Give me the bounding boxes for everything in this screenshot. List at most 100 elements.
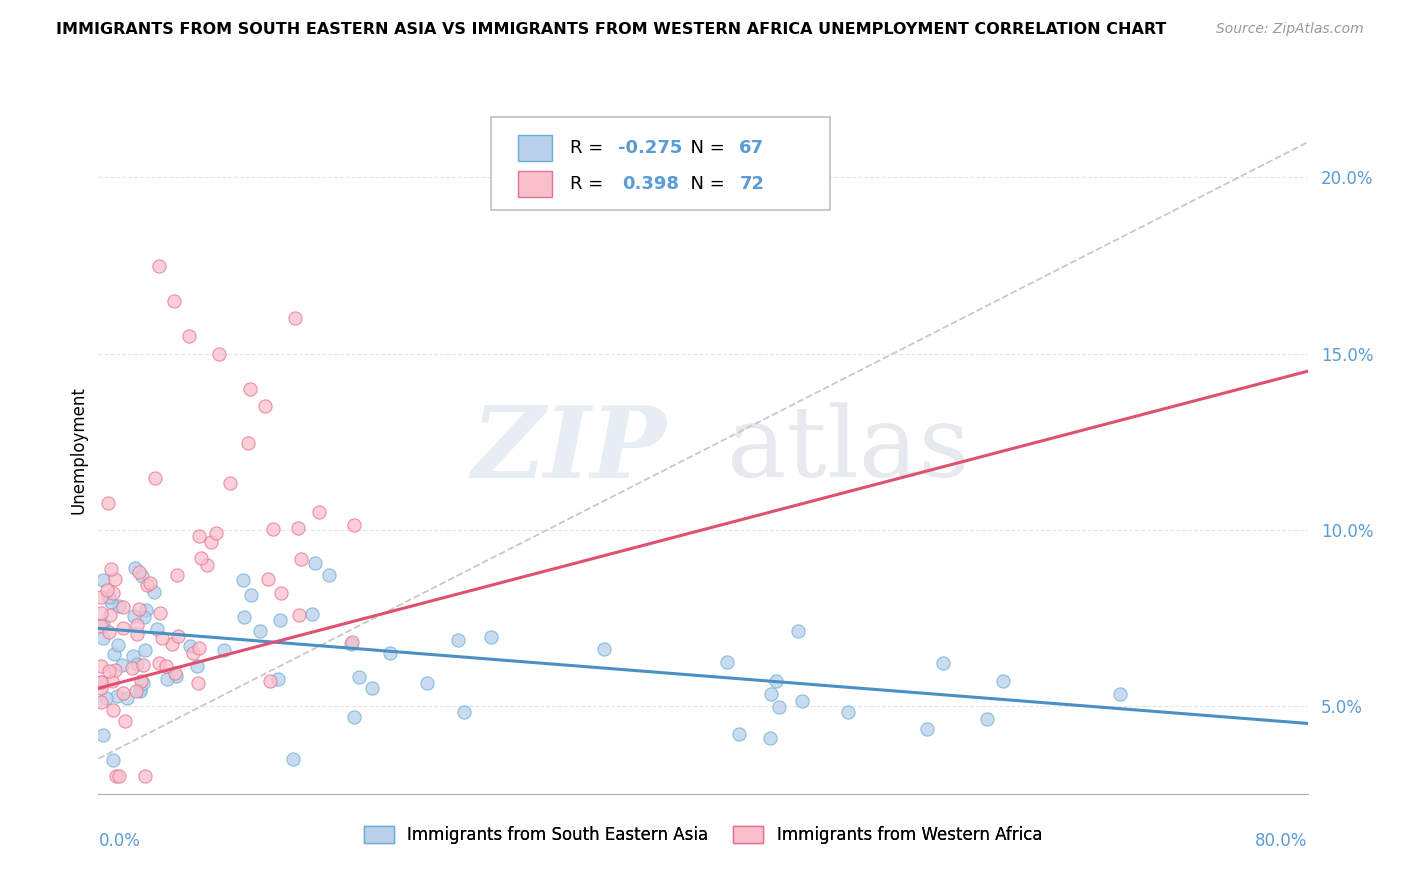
Point [792, 693, 814, 707]
Bar [517, 135, 551, 161]
Point [134, 769, 156, 783]
Point [165, 669, 187, 683]
Point [90, 681, 112, 695]
Point [768, 699, 790, 714]
Point [101, 703, 124, 717]
Text: -0.275: -0.275 [619, 138, 683, 157]
Point [103, 572, 125, 586]
Point [340, 635, 363, 649]
Point [132, 658, 155, 673]
Text: atlas: atlas [727, 402, 970, 499]
Point [122, 648, 145, 663]
Point [94, 691, 117, 706]
Text: R =: R = [569, 175, 614, 193]
Point [139, 576, 162, 591]
Point [128, 565, 150, 579]
Point [270, 586, 292, 600]
Point [205, 526, 228, 541]
Point [787, 624, 810, 639]
Text: IMMIGRANTS FROM SOUTH EASTERN ASIA VS IMMIGRANTS FROM WESTERN AFRICA UNEMPLOYMEN: IMMIGRANTS FROM SOUTH EASTERN ASIA VS IM… [56, 22, 1167, 37]
Point [145, 623, 167, 637]
Point [90, 675, 112, 690]
Point [105, 769, 128, 783]
Point [91, 728, 114, 742]
Point [103, 586, 125, 600]
Point [114, 714, 136, 728]
Point [360, 681, 382, 696]
Point [90, 695, 112, 709]
Point [100, 594, 122, 608]
Point [236, 435, 259, 450]
Point [122, 608, 145, 623]
Point [132, 609, 155, 624]
Y-axis label: Unemployment: Unemployment [69, 386, 87, 515]
Point [90, 674, 112, 689]
Point [343, 517, 366, 532]
Point [128, 602, 150, 616]
Point [187, 676, 209, 690]
Point [124, 561, 146, 575]
Point [257, 572, 280, 586]
Point [267, 672, 290, 686]
Point [129, 683, 152, 698]
Point [915, 722, 938, 736]
Bar [517, 171, 551, 197]
Point [111, 599, 134, 614]
Point [121, 661, 143, 675]
Point [105, 689, 128, 703]
Point [101, 753, 124, 767]
Point [301, 607, 323, 621]
Point [181, 646, 204, 660]
FancyBboxPatch shape [492, 118, 830, 211]
Point [90, 658, 112, 673]
Point [90, 619, 112, 633]
Point [127, 617, 149, 632]
Text: ZIP: ZIP [472, 402, 666, 499]
Point [343, 710, 366, 724]
Point [179, 329, 201, 343]
Point [281, 751, 304, 765]
Point [148, 259, 170, 273]
Point [104, 663, 127, 677]
Point [1109, 687, 1132, 701]
Point [259, 674, 281, 689]
Point [976, 712, 998, 726]
Point [131, 674, 153, 689]
Point [195, 558, 218, 573]
Point [232, 610, 254, 624]
Point [97, 496, 120, 510]
Point [125, 684, 148, 698]
Point [163, 293, 186, 308]
Point [91, 631, 114, 645]
Point [837, 705, 859, 719]
Point [218, 475, 240, 490]
Point [97, 590, 120, 604]
Point [190, 550, 212, 565]
Point [253, 400, 276, 414]
Point [149, 606, 172, 620]
Point [318, 568, 340, 582]
Point [160, 637, 183, 651]
Point [728, 727, 751, 741]
Point [103, 647, 125, 661]
Point [96, 583, 118, 598]
Point [290, 551, 312, 566]
Text: 72: 72 [740, 175, 765, 193]
Point [98, 625, 121, 640]
Text: 0.398: 0.398 [621, 175, 679, 193]
Point [380, 646, 402, 660]
Point [91, 617, 114, 632]
Point [269, 613, 291, 627]
Point [304, 556, 326, 570]
Point [262, 522, 284, 536]
Point [117, 690, 139, 705]
Point [1024, 797, 1046, 812]
Point [166, 567, 188, 582]
Text: R =: R = [569, 138, 609, 157]
Point [90, 606, 112, 620]
Point [108, 769, 131, 783]
Text: Source: ZipAtlas.com: Source: ZipAtlas.com [1216, 22, 1364, 37]
Point [108, 599, 131, 613]
Point [112, 621, 135, 635]
Point [188, 641, 211, 656]
